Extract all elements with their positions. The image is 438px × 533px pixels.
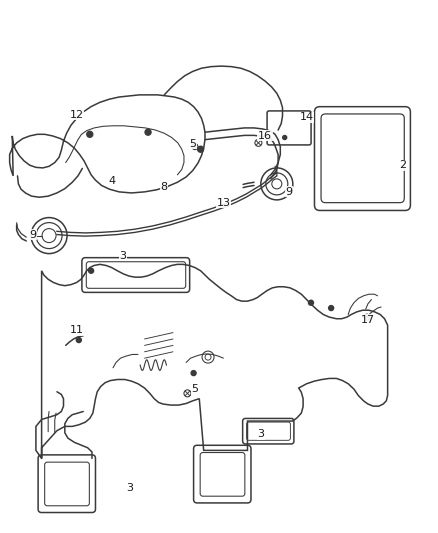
Text: 5: 5 (189, 139, 196, 149)
Text: 9: 9 (29, 230, 36, 239)
Text: 5: 5 (191, 384, 198, 394)
Circle shape (145, 129, 151, 135)
Circle shape (198, 146, 204, 152)
Text: 4: 4 (108, 176, 115, 186)
Text: 12: 12 (70, 110, 84, 119)
Text: 14: 14 (300, 112, 314, 122)
Text: 17: 17 (361, 315, 375, 325)
Text: 3: 3 (119, 251, 126, 261)
Text: 16: 16 (258, 131, 272, 141)
Circle shape (283, 135, 287, 140)
Circle shape (87, 131, 93, 138)
Text: 11: 11 (70, 326, 84, 335)
Circle shape (308, 300, 314, 305)
Text: 2: 2 (399, 160, 406, 170)
Text: 3: 3 (257, 430, 264, 439)
Circle shape (191, 370, 196, 376)
Circle shape (76, 337, 81, 343)
Text: 3: 3 (126, 483, 133, 492)
Circle shape (88, 268, 94, 273)
Text: 9: 9 (286, 187, 293, 197)
Circle shape (328, 305, 334, 311)
Text: 8: 8 (161, 182, 168, 191)
Text: 13: 13 (216, 198, 230, 207)
